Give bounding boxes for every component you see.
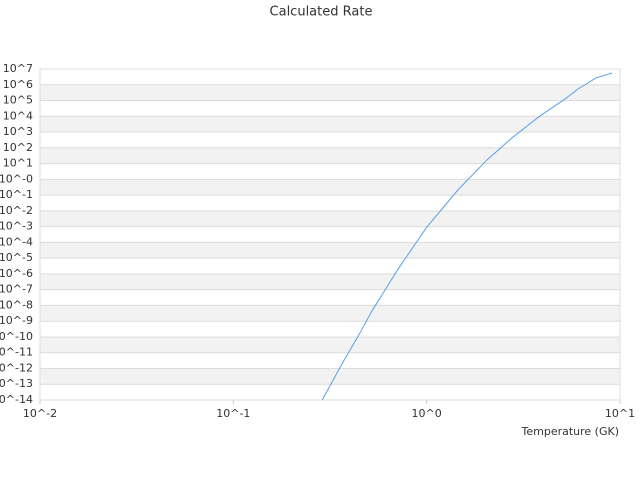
y-tick-label: 10^-11: [0, 346, 33, 359]
x-tick-label: 10^1: [605, 407, 635, 420]
y-tick-label: 10^-1: [0, 188, 33, 201]
y-tick-label: 10^4: [3, 109, 33, 122]
y-tick-label: 10^-0: [0, 172, 33, 185]
x-tick-label: 10^-1: [216, 407, 250, 420]
grid-band: [40, 273, 620, 290]
y-tick-label: 10^7: [3, 62, 33, 75]
y-tick-label: 10^-6: [0, 267, 33, 280]
y-tick-label: 10^-8: [0, 298, 33, 311]
grid-band: [40, 242, 620, 259]
y-tick-label: 10^2: [3, 141, 33, 154]
y-tick-label: 10^-12: [0, 361, 33, 374]
grid-band: [40, 116, 620, 133]
y-tick-label: 10^-13: [0, 377, 33, 390]
y-tick-label: 10^1: [3, 157, 33, 170]
x-tick-label: 10^-2: [23, 407, 57, 420]
y-tick-label: 10^-9: [0, 314, 33, 327]
plot-frame: [39, 68, 621, 401]
y-tick-label: 10^-2: [0, 204, 33, 217]
y-tick-label: 10^-5: [0, 251, 33, 264]
y-tick-label: 10^-14: [0, 393, 33, 406]
grid-band: [40, 147, 620, 164]
y-tick-label: 10^-4: [0, 235, 33, 248]
grid-band: [40, 336, 620, 353]
x-axis-label: Temperature (GK): [521, 425, 620, 438]
x-tick-label: 10^0: [412, 407, 442, 420]
y-tick-label: 10^3: [3, 125, 33, 138]
y-tick-label: 10^-3: [0, 220, 33, 233]
grid-band: [40, 305, 620, 322]
y-tick-label: 10^-7: [0, 283, 33, 296]
chart-title: Calculated Rate: [270, 5, 373, 20]
y-tick-label: 10^6: [3, 78, 33, 91]
grid-band: [40, 179, 620, 196]
y-tick-label: 10^5: [3, 94, 33, 107]
data-line: [321, 72, 613, 401]
grid-band: [40, 84, 620, 101]
grid-band: [40, 210, 620, 227]
y-tick-label: 10^-10: [0, 330, 33, 343]
grid-band: [40, 368, 620, 385]
